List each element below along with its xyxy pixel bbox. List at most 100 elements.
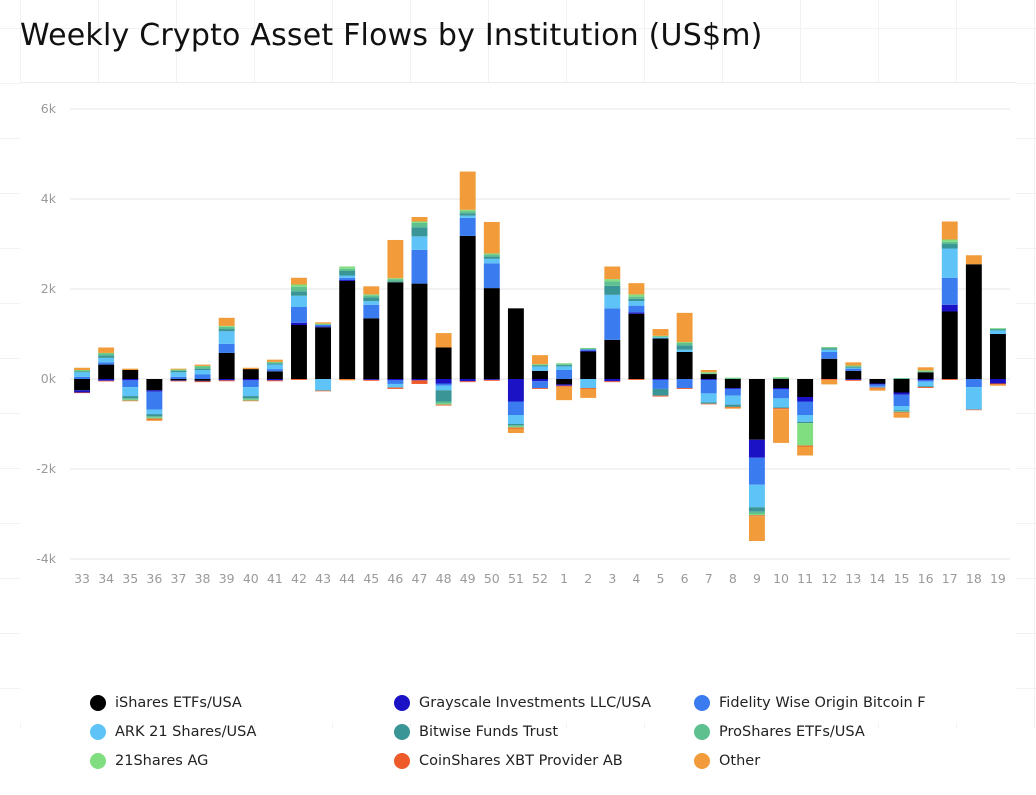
bar-segment [748,516,765,541]
bar-segment [652,388,669,396]
bar-segment [917,379,934,381]
x-tick-label: 47 [412,571,428,586]
bar-segment [724,378,741,379]
x-tick-label: 13 [845,571,861,586]
bar-segment [676,312,693,343]
bar-segment [893,413,910,418]
bar-segment [748,439,765,458]
bar-segment [242,400,259,402]
legend-color-dot [694,695,710,711]
bar-segment [941,311,958,379]
x-tick-label: 2 [584,571,592,586]
bar-segment [748,514,765,516]
bar-segment [411,221,428,223]
legend-color-dot [694,724,710,740]
bar-segment [845,379,862,380]
bar-segment [74,371,91,373]
bar-segment [170,379,187,381]
bar-segment [556,385,573,387]
bar-segment [218,331,235,344]
bar-segment [773,409,789,443]
bar-segment [459,379,476,382]
legend-item[interactable]: Grayscale Investments LLC/USA [394,695,651,711]
bar-segment [797,421,814,424]
x-axis-tick-labels: 33 34 35 36 37 38 39 40 41 42 43 44 45 46 47 48 49 50 51 52… [74,571,1006,586]
bar-segment [676,352,693,379]
bar-segment [339,280,356,379]
bar-segment [411,236,428,250]
bar-segment [821,348,838,350]
bar-segment [676,349,693,352]
bar-segment [652,329,669,336]
x-tick-label: 45 [363,571,379,586]
bar-segment [74,370,91,372]
bar-segment [532,364,548,365]
legend-item[interactable]: Fidelity Wise Origin Bitcoin F [694,695,926,711]
x-tick-label: 44 [339,571,355,586]
bar-segment [917,386,934,388]
bar-segment [893,406,910,411]
legend-label: ProShares ETFs/USA [719,724,865,740]
bar-segment [146,416,163,418]
bar-segment [845,368,862,371]
legend-item[interactable]: ARK 21 Shares/USA [90,724,256,740]
bar-segment [218,352,235,379]
bar-segment [893,412,910,414]
bar-segment [556,364,573,366]
x-tick-label: 36 [146,571,162,586]
bar-segment [363,294,380,296]
bar-segment [194,365,211,367]
bar-segment [580,350,597,352]
legend-label: ARK 21 Shares/USA [115,724,257,740]
bar-segment [845,367,862,369]
x-tick-label: 10 [773,571,789,586]
legend-label: Fidelity Wise Origin Bitcoin F [719,695,926,711]
legend-item[interactable]: Bitwise Funds Trust [394,724,558,740]
legend-item[interactable]: ProShares ETFs/USA [694,724,865,740]
bar-segment [845,362,862,366]
bar-segment [604,279,621,282]
legend-color-dot [90,753,106,769]
bar-segment [941,244,958,249]
bar-segment [339,379,356,380]
bar-segment [194,368,211,370]
bar-segment [989,379,1006,384]
x-tick-label: 9 [753,571,761,586]
bar-segment [724,395,741,405]
bar-segment [797,423,814,446]
bar-segment [580,348,597,350]
bar-segment [266,362,283,364]
bar-segment [676,388,693,389]
legend-label: iShares ETFs/USA [115,695,242,711]
bar-segment [435,403,452,405]
bar-segment [483,258,500,264]
bar-segment [194,370,211,375]
bar-segment [387,383,404,388]
x-tick-label: 8 [729,571,737,586]
bar-segment [700,372,717,374]
bar-segment [628,313,645,379]
bar-segment [122,379,139,381]
legend-item[interactable]: CoinShares XBT Provider AB [394,753,623,769]
bar-segment [773,398,789,408]
bar-segment [291,277,307,285]
bar-segment [917,380,934,382]
bar-segment [700,402,717,404]
bar-segment [797,401,814,415]
legend-item[interactable]: 21Shares AG [90,753,208,769]
bar-segment [652,335,669,337]
bar-segment [965,409,982,411]
bar-segment [266,379,283,381]
x-tick-label: 4 [632,571,640,586]
bar-segment [170,376,187,379]
legend-item[interactable]: iShares ETFs/USA [90,695,242,711]
bar-segment [724,407,741,409]
bar-segment [98,352,115,354]
bar-segment [724,388,741,389]
bar-segment [459,215,476,218]
legend-item[interactable]: Other [694,753,760,769]
bar-segment [146,390,163,392]
x-tick-label: 17 [942,571,958,586]
bar-segment [363,301,380,305]
x-tick-label: 6 [681,571,689,586]
